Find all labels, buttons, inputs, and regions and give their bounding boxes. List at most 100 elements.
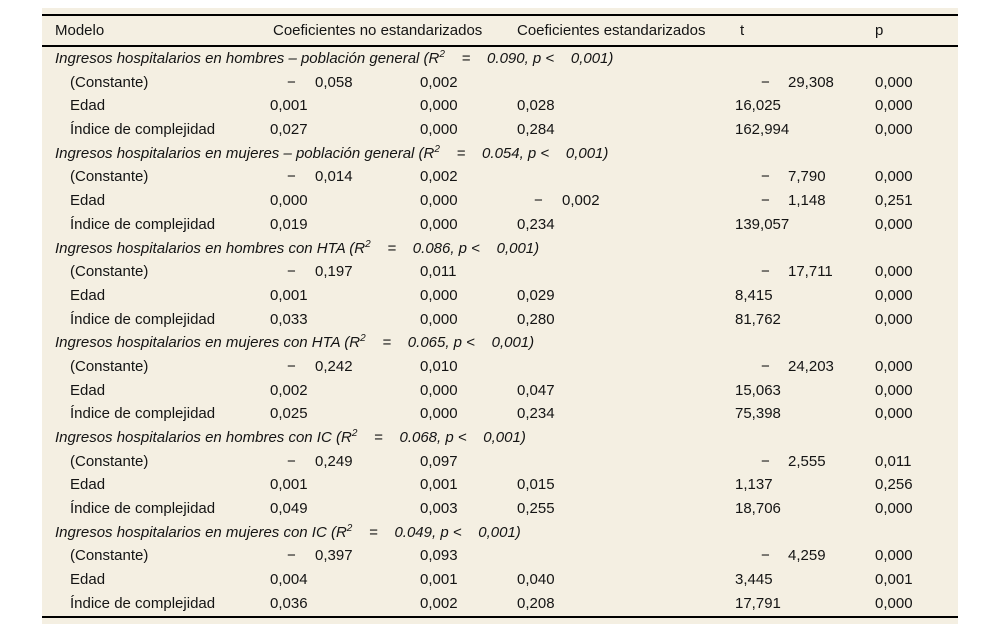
minus-sign: −: [761, 73, 770, 91]
cell-p: 0,001: [875, 571, 913, 589]
cell-coef-b: −0,242: [270, 355, 420, 379]
table-row: (Constante) −0,014 0,002 −7,790 0,000: [42, 165, 958, 189]
row-label: Índice de complejidad: [70, 310, 216, 328]
cell-t: −17,711: [735, 260, 875, 284]
cell-std-error: 0,000: [420, 215, 458, 233]
cell-beta: [517, 71, 735, 95]
cell-beta: [517, 165, 735, 189]
cell-coef-b: −0,014: [270, 165, 420, 189]
superscript: 2: [365, 238, 371, 250]
section-title-row: Ingresos hospitalarios en mujeres con IC…: [42, 521, 958, 545]
superscript: 2: [434, 143, 440, 155]
minus-sign: −: [761, 168, 770, 186]
row-label: Índice de complejidad: [70, 215, 216, 233]
cell-std-error: 0,001: [420, 571, 458, 589]
minus-sign: −: [287, 263, 296, 281]
cell-coef-b: 0,025: [270, 405, 308, 423]
cell-p: 0,000: [875, 97, 913, 115]
table-row: Índice de complejidad 0,033 0,000 0,280 81,7…: [42, 308, 958, 332]
cell-beta: 0,047: [517, 381, 555, 399]
cell-beta: [517, 450, 735, 474]
cell-p: 0,256: [875, 476, 913, 494]
table-row: Edad 0,001 0,000 0,029 8,415 0,000: [42, 284, 958, 308]
cell-coef-b: 0,004: [270, 571, 308, 589]
table-header-rule: [42, 45, 958, 47]
minus-sign: −: [287, 547, 296, 565]
cell-p: 0,000: [875, 73, 913, 91]
row-label: (Constante): [70, 168, 149, 186]
cell-beta: [517, 544, 735, 568]
cell-coef-b: 0,002: [270, 381, 308, 399]
cell-beta: −0,002: [517, 189, 735, 213]
cell-coef-b: −0,397: [270, 544, 420, 568]
cell-t: 3,445: [735, 571, 773, 589]
row-label: Edad: [70, 571, 106, 589]
section-title-row: Ingresos hospitalarios en hombres con HT…: [42, 237, 958, 261]
row-label: Índice de complejidad: [70, 500, 216, 518]
section-title: Ingresos hospitalarios en hombres con IC…: [55, 428, 526, 447]
cell-p: 0,011: [875, 452, 912, 470]
cell-beta: [517, 260, 735, 284]
table-row: Índice de complejidad 0,027 0,000 0,284 162,…: [42, 118, 958, 142]
section-title-row: Ingresos hospitalarios en mujeres con HT…: [42, 331, 958, 355]
cell-t: −1,148: [735, 189, 875, 213]
table-row: Índice de complejidad 0,025 0,000 0,234 75,3…: [42, 402, 958, 426]
cell-t: 162,994: [735, 121, 790, 139]
cell-p: 0,000: [875, 547, 913, 565]
cell-std-error: 0,000: [420, 97, 458, 115]
cell-t: −2,555: [735, 450, 875, 474]
table-row: Edad 0,004 0,001 0,040 3,445 0,001: [42, 568, 958, 592]
cell-beta: 0,255: [517, 500, 555, 518]
cell-std-error: 0,000: [420, 405, 458, 423]
cell-coef-b: −0,058: [270, 71, 420, 95]
cell-std-error: 0,002: [420, 168, 458, 186]
cell-beta: 0,040: [517, 571, 555, 589]
superscript: 2: [346, 522, 353, 534]
cell-std-error: 0,002: [420, 594, 458, 612]
cell-p: 0,000: [875, 357, 913, 375]
cell-std-error: 0,000: [420, 192, 458, 210]
row-label: Índice de complejidad: [70, 121, 216, 139]
cell-t: 15,063: [735, 381, 781, 399]
section-title-row: Ingresos hospitalarios en hombres con IC…: [42, 426, 958, 450]
col-header-p: p: [875, 22, 884, 39]
row-label: Edad: [70, 286, 106, 304]
cell-p: 0,000: [875, 594, 913, 612]
table-body: Ingresos hospitalarios en hombres – pobl…: [42, 47, 958, 616]
row-label: (Constante): [70, 452, 149, 470]
row-label: (Constante): [70, 547, 149, 565]
cell-coef-b: 0,001: [270, 476, 308, 494]
table-row: (Constante) −0,242 0,010 −24,203 0,000: [42, 355, 958, 379]
table-row: (Constante) −0,397 0,093 −4,259 0,000: [42, 544, 958, 568]
minus-sign: −: [287, 357, 296, 375]
cell-std-error: 0,011: [420, 263, 457, 281]
cell-std-error: 0,000: [420, 381, 458, 399]
cell-p: 0,000: [875, 381, 913, 399]
minus-sign: −: [287, 168, 296, 186]
cell-p: 0,000: [875, 121, 913, 139]
row-label: Edad: [70, 381, 106, 399]
section-title-row: Ingresos hospitalarios en hombres – pobl…: [42, 47, 958, 71]
cell-coef-b: 0,000: [270, 192, 308, 210]
cell-p: 0,000: [875, 215, 913, 233]
section-title: Ingresos hospitalarios en mujeres con IC…: [55, 522, 521, 541]
cell-p: 0,000: [875, 263, 913, 281]
section-title: Ingresos hospitalarios en mujeres – pobl…: [55, 143, 609, 162]
minus-sign: −: [761, 192, 770, 210]
cell-p: 0,000: [875, 500, 913, 518]
section-title: Ingresos hospitalarios en mujeres con HT…: [55, 333, 535, 352]
table-row: Índice de complejidad 0,036 0,002 0,208 17,7…: [42, 592, 958, 616]
section-title-row: Ingresos hospitalarios en mujeres – pobl…: [42, 142, 958, 166]
table-top-rule: [42, 14, 958, 16]
superscript: 2: [351, 428, 358, 439]
cell-std-error: 0,002: [420, 73, 458, 91]
cell-coef-b: 0,001: [270, 286, 308, 304]
table-row: (Constante) −0,197 0,011 −17,711 0,000: [42, 260, 958, 284]
cell-std-error: 0,000: [420, 286, 458, 304]
cell-t: −24,203: [735, 355, 875, 379]
minus-sign: −: [287, 452, 296, 470]
row-label: Índice de complejidad: [70, 405, 216, 423]
row-label: Edad: [70, 192, 106, 210]
row-label: (Constante): [70, 73, 149, 91]
